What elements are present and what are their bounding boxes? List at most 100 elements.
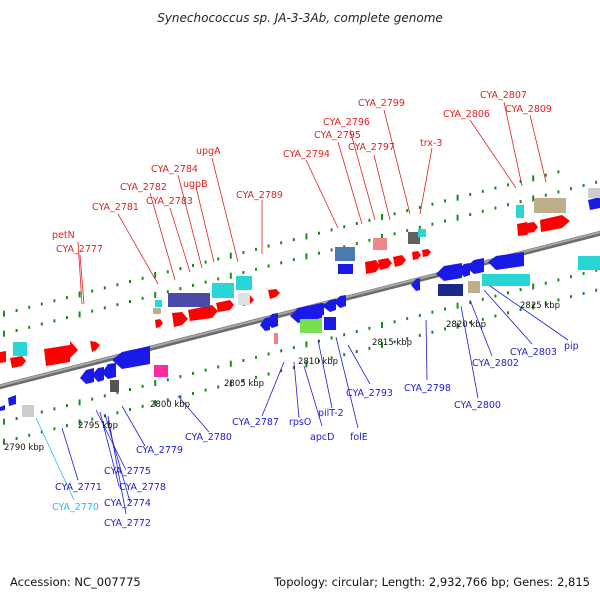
tick-mark bbox=[28, 325, 31, 329]
gene-label: pip bbox=[564, 341, 579, 352]
tick-mark bbox=[103, 286, 106, 290]
tick-mark bbox=[255, 375, 257, 379]
tick-mark bbox=[305, 341, 308, 348]
tick-mark bbox=[381, 342, 383, 348]
tick-mark bbox=[494, 206, 497, 210]
tick-mark bbox=[431, 330, 434, 334]
tick-mark bbox=[456, 322, 459, 329]
gene-label: CYA_2783 bbox=[146, 196, 193, 207]
tick-mark bbox=[255, 247, 257, 251]
gene-label: rpsO bbox=[289, 417, 311, 428]
tick-mark bbox=[318, 251, 320, 255]
gene-label: pilT-2 bbox=[318, 408, 344, 419]
kbp-label: 2820 kbp bbox=[446, 320, 486, 330]
tick-mark bbox=[103, 414, 106, 418]
kbp-label: 2805 kbp bbox=[224, 379, 264, 389]
tick-mark bbox=[355, 350, 358, 353]
tick-mark bbox=[192, 371, 194, 375]
tick-mark bbox=[481, 189, 484, 193]
tick-mark bbox=[595, 268, 598, 272]
tick-mark bbox=[481, 317, 484, 321]
gene-label: CYA_2782 bbox=[120, 182, 167, 193]
tick-mark bbox=[91, 397, 94, 401]
tick-mark bbox=[15, 329, 18, 332]
tick-mark bbox=[330, 336, 333, 340]
gene-label: CYA_2784 bbox=[151, 164, 198, 175]
tick-mark bbox=[267, 244, 270, 248]
tick-mark bbox=[456, 302, 459, 309]
tick-mark bbox=[343, 225, 346, 229]
tick-mark bbox=[544, 193, 547, 197]
tick-mark bbox=[141, 296, 144, 300]
gene-label: CYA_2807 bbox=[480, 90, 527, 101]
tick-mark bbox=[456, 214, 459, 221]
tick-mark bbox=[217, 365, 220, 369]
tick-mark bbox=[469, 321, 472, 324]
tick-mark bbox=[418, 313, 421, 317]
tick-mark bbox=[179, 395, 182, 399]
tick-mark bbox=[103, 394, 106, 398]
tick-mark bbox=[166, 290, 169, 294]
tick-mark bbox=[570, 295, 572, 299]
tick-mark bbox=[393, 340, 396, 344]
kbp-label: 2800 kbp bbox=[150, 400, 190, 410]
tick-mark bbox=[318, 339, 320, 343]
tick-mark bbox=[192, 263, 194, 267]
tick-mark bbox=[595, 180, 598, 184]
tick-mark bbox=[343, 333, 346, 337]
tick-mark bbox=[318, 359, 320, 363]
tick-mark bbox=[368, 218, 371, 222]
tick-mark bbox=[418, 225, 421, 229]
tick-mark bbox=[103, 306, 106, 310]
forward-gene-labels: petN CYA_2777 CYA_2781 CYA_2782 CYA_2783… bbox=[52, 90, 552, 255]
tick-mark bbox=[217, 277, 220, 281]
gene-label: CYA_2803 bbox=[510, 347, 557, 358]
tick-mark bbox=[78, 419, 81, 426]
tick-mark bbox=[28, 305, 31, 309]
tick-mark bbox=[267, 352, 270, 356]
tick-mark bbox=[292, 346, 295, 350]
accession-text: Accession: NC_007775 bbox=[10, 575, 141, 589]
tick-mark bbox=[406, 337, 409, 341]
gene-label: CYA_2775 bbox=[104, 466, 151, 477]
tick-mark bbox=[78, 291, 81, 298]
tick-mark bbox=[343, 245, 346, 249]
tick-mark bbox=[91, 289, 94, 293]
tick-mark bbox=[53, 427, 56, 431]
tick-mark bbox=[582, 272, 585, 275]
tick-mark bbox=[431, 222, 434, 226]
tick-mark bbox=[154, 380, 157, 386]
tick-mark bbox=[355, 222, 358, 225]
tick-mark bbox=[330, 356, 333, 360]
tick-mark bbox=[229, 380, 232, 387]
tick-mark bbox=[280, 241, 283, 245]
tick-mark bbox=[557, 190, 560, 194]
tick-mark bbox=[456, 194, 459, 201]
tick-mark bbox=[229, 272, 232, 279]
tick-mark bbox=[179, 375, 182, 379]
gene-label: CYA_2771 bbox=[55, 482, 102, 493]
tick-mark bbox=[532, 283, 535, 290]
gene-label: CYA_2793 bbox=[346, 388, 393, 399]
tick-mark bbox=[519, 200, 522, 204]
tick-mark bbox=[431, 310, 434, 314]
tick-mark bbox=[469, 213, 472, 216]
tick-mark bbox=[129, 300, 131, 303]
feature-blocks bbox=[0, 188, 600, 417]
tick-mark bbox=[267, 264, 270, 268]
tick-mark bbox=[507, 183, 509, 187]
gene-label: petN bbox=[52, 230, 75, 241]
tick-mark bbox=[393, 320, 396, 324]
tick-mark bbox=[532, 175, 535, 182]
tick-mark bbox=[242, 359, 245, 362]
tick-mark bbox=[242, 379, 245, 382]
tick-mark bbox=[557, 298, 560, 302]
gene-label: upgA bbox=[196, 146, 221, 157]
kbp-labels: 2790 kbp 2795 kbp 2800 kbp 2805 kbp 2810… bbox=[4, 301, 560, 453]
tick-mark bbox=[519, 288, 522, 292]
tick-mark bbox=[570, 275, 572, 279]
tick-mark bbox=[3, 310, 5, 317]
gene-label: CYA_2795 bbox=[314, 130, 361, 141]
tick-mark bbox=[544, 281, 547, 285]
